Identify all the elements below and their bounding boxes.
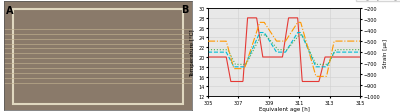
Text: B: B [181, 5, 188, 14]
Text: A: A [6, 5, 13, 15]
Y-axis label: Strain [με]: Strain [με] [383, 38, 388, 67]
Y-axis label: Temperature [°C]: Temperature [°C] [190, 29, 196, 76]
X-axis label: Equivalent age [h]: Equivalent age [h] [258, 106, 310, 111]
Bar [14, 10, 183, 104]
Legend: T_sample, T_air, T_molds, Strain: T_sample, T_air, T_molds, Strain [356, 0, 400, 2]
